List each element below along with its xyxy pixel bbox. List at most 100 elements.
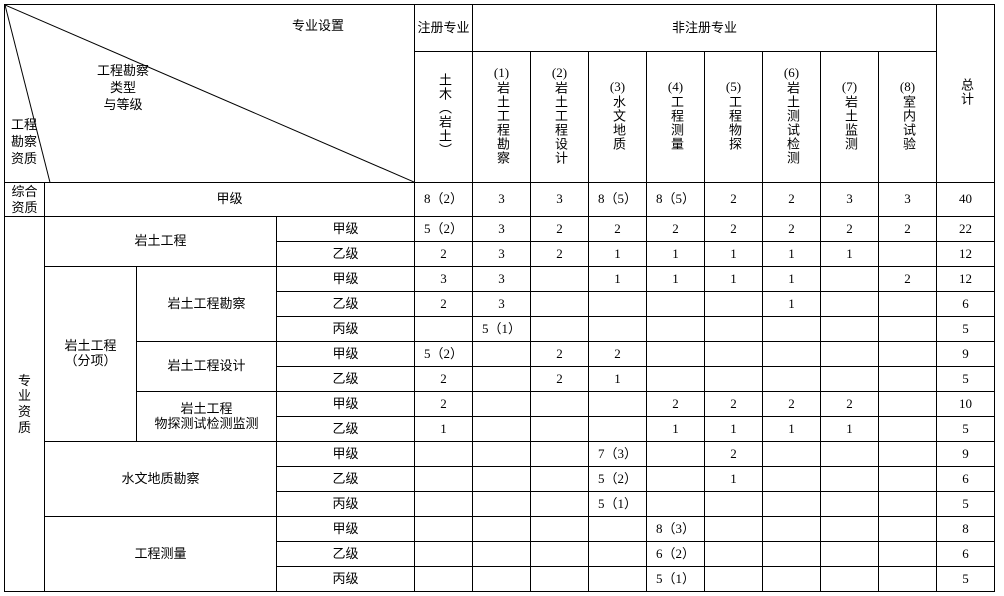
cell: 3 (473, 242, 531, 267)
head-nonregistered: 非注册专业 (473, 5, 937, 52)
cell (531, 567, 589, 592)
cell: 5（2） (415, 217, 473, 242)
table-row: 岩土工程设计 甲级 5（2） 2 2 9 (5, 342, 1004, 367)
cell (879, 342, 937, 367)
cell (647, 367, 705, 392)
cell (821, 367, 879, 392)
head-col8: (8)室内试验 (879, 52, 937, 183)
cat-zonghe: 综合资质 (5, 183, 45, 217)
cell (531, 467, 589, 492)
cell (879, 292, 937, 317)
cell (531, 442, 589, 467)
cell: 2 (705, 442, 763, 467)
cell (821, 567, 879, 592)
cell: 6 (937, 467, 995, 492)
cell: 1 (647, 267, 705, 292)
subcat-ytsj: 岩土工程设计 (137, 342, 277, 392)
cell (415, 467, 473, 492)
cell (589, 517, 647, 542)
subcat-ytkc: 岩土工程勘察 (137, 267, 277, 342)
cell: 1 (589, 267, 647, 292)
cell: 3 (415, 267, 473, 292)
cell: 12 (937, 242, 995, 267)
cell (473, 392, 531, 417)
cell: 2 (531, 342, 589, 367)
cell (589, 292, 647, 317)
cell (821, 317, 879, 342)
cell (531, 292, 589, 317)
cell (647, 317, 705, 342)
grade-cell: 乙级 (277, 367, 415, 392)
cell (763, 542, 821, 567)
head-registered: 注册专业 (415, 5, 473, 52)
cell: 5 (937, 317, 995, 342)
cell: 8（3） (647, 517, 705, 542)
cell: 2 (879, 217, 937, 242)
cell: 3 (821, 183, 879, 217)
cell (705, 542, 763, 567)
cell: 1 (647, 417, 705, 442)
grade-cell: 甲级 (277, 267, 415, 292)
cell (763, 342, 821, 367)
head-total: 总计 (937, 5, 995, 183)
cell (879, 317, 937, 342)
cell (879, 492, 937, 517)
cell (647, 292, 705, 317)
cell (821, 292, 879, 317)
cell: 2 (763, 392, 821, 417)
grade-cell: 甲级 (277, 342, 415, 367)
cell (705, 517, 763, 542)
cell (705, 342, 763, 367)
cell: 3 (473, 267, 531, 292)
cell (415, 442, 473, 467)
diag-mid-l3: 与等级 (104, 97, 143, 112)
subcat-sw: 水文地质勘察 (45, 442, 277, 517)
cell: 2 (589, 342, 647, 367)
subcat-gccl: 工程测量 (45, 517, 277, 592)
grade-cell: 乙级 (277, 292, 415, 317)
cell: 1 (763, 242, 821, 267)
diag-left-l1: 工程 (11, 117, 37, 132)
table-row: 专业资质 岩土工程 甲级 5（2） 3 2 2 2 2 2 2 2 22 (5, 217, 1004, 242)
cell (879, 467, 937, 492)
cell: 1 (647, 242, 705, 267)
cell: 2 (531, 242, 589, 267)
cell: 5（1） (589, 492, 647, 517)
diag-mid-l1: 工程勘察 (97, 63, 149, 78)
cell: 2 (705, 217, 763, 242)
subcat-ytwt: 岩土工程 物探测试检测监测 (137, 392, 277, 442)
diag-left-l2: 勘察 (11, 134, 37, 149)
cell: 5（2） (589, 467, 647, 492)
grade-cell: 甲级 (45, 183, 415, 217)
cell (705, 492, 763, 517)
cell (647, 492, 705, 517)
cell (589, 317, 647, 342)
cell: 10 (937, 392, 995, 417)
cell: 1 (763, 417, 821, 442)
grade-cell: 乙级 (277, 542, 415, 567)
cell: 2 (879, 267, 937, 292)
cell (415, 567, 473, 592)
cell: 3 (473, 292, 531, 317)
cell (415, 542, 473, 567)
table-row: 岩土工程 （分项） 岩土工程勘察 甲级 3 3 1 1 1 1 2 12 (5, 267, 1004, 292)
cell: 3 (473, 217, 531, 242)
cell: 2 (647, 217, 705, 242)
cell: 5 (937, 567, 995, 592)
cat-zhuanye: 专业资质 (5, 217, 45, 592)
grade-cell: 甲级 (277, 392, 415, 417)
cell (821, 467, 879, 492)
cell: 2 (705, 183, 763, 217)
head-col3: (3)水文地质 (589, 52, 647, 183)
subcat-ytfx: 岩土工程 （分项） (45, 267, 137, 442)
head-col5: (5)工程物探 (705, 52, 763, 183)
table-row: 水文地质勘察 甲级 7（3） 2 9 (5, 442, 1004, 467)
cell (415, 492, 473, 517)
cell (763, 467, 821, 492)
cell (821, 542, 879, 567)
cell: 5 (937, 492, 995, 517)
cell: 7（3） (589, 442, 647, 467)
grade-cell: 丙级 (277, 317, 415, 342)
cell (415, 317, 473, 342)
cell (763, 442, 821, 467)
